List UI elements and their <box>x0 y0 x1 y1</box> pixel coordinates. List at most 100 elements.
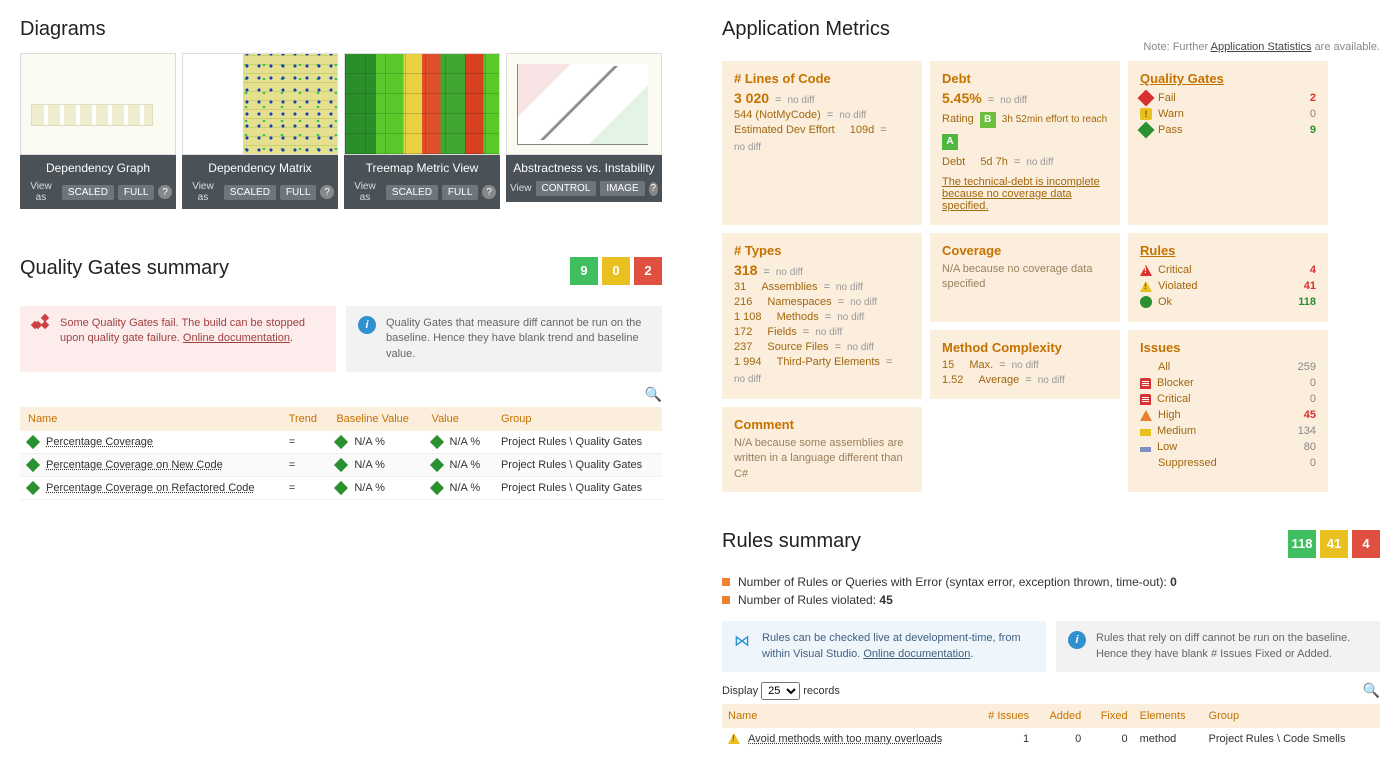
help-icon[interactable]: ? <box>649 182 658 196</box>
col-baseline[interactable]: Baseline Value <box>328 407 423 431</box>
rules-ok-badge[interactable]: 118 <box>1288 530 1316 558</box>
display-records-control: Display 25 records <box>722 682 840 700</box>
qg-summary-title: Quality Gates summary <box>20 257 229 280</box>
debt-card: Debt 5.45%=no diff Rating B 3h 52min eff… <box>930 61 1120 225</box>
types-card: # Types 318=no diff 31 Assemblies = no d… <box>722 233 922 399</box>
scaled-button[interactable]: SCALED <box>62 185 114 200</box>
col-issues[interactable]: # Issues <box>972 704 1035 728</box>
diagram-thumb-dependency-graph[interactable] <box>20 53 176 155</box>
quality-gates-link[interactable]: Quality Gates <box>1140 71 1316 86</box>
pass-icon <box>429 435 443 449</box>
fail-icon <box>1138 90 1155 107</box>
help-icon[interactable]: ? <box>158 185 172 199</box>
col-value[interactable]: Value <box>424 407 493 431</box>
metric-row[interactable]: High45 <box>1140 409 1316 421</box>
metric-row[interactable]: Pass9 <box>1140 124 1316 136</box>
diagram-thumb-treemap[interactable] <box>344 53 500 155</box>
rules-violated-count-row: Number of Rules violated: 45 <box>722 593 1380 607</box>
scaled-button[interactable]: SCALED <box>224 185 276 200</box>
metric-row[interactable]: Warn0 <box>1140 108 1316 120</box>
rules-critical-badge[interactable]: 4 <box>1352 530 1380 558</box>
metric-row[interactable]: Ok118 <box>1140 296 1316 308</box>
diagram-card: Treemap Metric View View as SCALED FULL … <box>344 53 500 209</box>
col-trend[interactable]: Trend <box>281 407 329 431</box>
rules-link[interactable]: Rules <box>1140 243 1316 258</box>
col-name[interactable]: Name <box>20 407 281 431</box>
view-as-label: View as <box>186 181 220 203</box>
col-elements[interactable]: Elements <box>1134 704 1203 728</box>
metrics-title: Application Metrics <box>722 18 890 41</box>
rules-error-count-row: Number of Rules or Queries with Error (s… <box>722 575 1380 589</box>
debt-title: Debt <box>942 71 1108 86</box>
loc-card: # Lines of Code 3 020=no diff 544 (NotMy… <box>722 61 922 225</box>
full-button[interactable]: FULL <box>442 185 478 200</box>
metric-row[interactable]: Violated41 <box>1140 280 1316 292</box>
quality-gates-card: Quality Gates Fail2 Warn0 Pass9 <box>1128 61 1328 225</box>
diagram-thumb-dependency-matrix[interactable] <box>182 53 338 155</box>
search-icon[interactable]: 🔍 <box>1363 682 1380 699</box>
diagram-thumb-abstractness[interactable] <box>506 53 662 155</box>
coverage-text: N/A because no coverage data specified <box>942 262 1108 293</box>
col-fixed[interactable]: Fixed <box>1087 704 1133 728</box>
app-stats-link[interactable]: Application Statistics <box>1211 41 1312 53</box>
metric-row[interactable]: Low80 <box>1140 441 1316 453</box>
types-value: 318 <box>734 262 757 278</box>
qg-fail-badge[interactable]: 2 <box>634 257 662 285</box>
scaled-button[interactable]: SCALED <box>386 185 438 200</box>
metric-row[interactable]: Critical0 <box>1140 393 1316 405</box>
full-button[interactable]: FULL <box>280 185 316 200</box>
debt-warning-link[interactable]: The technical-debt is incomplete because… <box>942 176 1108 212</box>
qg-warn-badge[interactable]: 0 <box>602 257 630 285</box>
view-label: View <box>510 183 532 194</box>
low-icon <box>1140 447 1151 452</box>
coverage-card: Coverage N/A because no coverage data sp… <box>930 233 1120 322</box>
bullet-icon <box>722 596 730 604</box>
viol-icon <box>1140 281 1152 292</box>
rules-violated-badge[interactable]: 41 <box>1320 530 1348 558</box>
col-group[interactable]: Group <box>493 407 662 431</box>
pass-icon <box>26 458 40 472</box>
rules-diff-info: Rules that rely on diff cannot be run on… <box>1056 621 1380 672</box>
rating-badge-a: A <box>942 134 958 150</box>
metric-row[interactable]: Suppressed0 <box>1140 457 1316 469</box>
online-docs-link[interactable]: Online documentation <box>183 332 290 344</box>
blocker-icon <box>1140 394 1151 405</box>
pass-icon <box>334 435 348 449</box>
help-icon[interactable]: ? <box>482 185 496 199</box>
records-select[interactable]: 25 <box>761 682 800 700</box>
diagram-title: Dependency Matrix <box>186 161 334 175</box>
full-button[interactable]: FULL <box>118 185 154 200</box>
metric-row[interactable]: Medium134 <box>1140 425 1316 437</box>
col-added[interactable]: Added <box>1035 704 1087 728</box>
pass-icon <box>334 458 348 472</box>
qg-table: Name Trend Baseline Value Value Group Pe… <box>20 407 662 500</box>
metric-row[interactable]: Blocker0 <box>1140 377 1316 389</box>
rules-summary-title: Rules summary <box>722 530 861 553</box>
image-button[interactable]: IMAGE <box>600 181 644 196</box>
metric-row[interactable]: Critical4 <box>1140 264 1316 276</box>
blocker-icon <box>1140 378 1151 389</box>
search-icon[interactable]: 🔍 <box>645 386 662 402</box>
table-row[interactable]: Avoid methods with too many overloads100… <box>722 728 1380 750</box>
table-row[interactable]: Percentage Coverage on New Code=N/A %N/A… <box>20 454 662 477</box>
info-icon <box>358 316 376 334</box>
notmycode-value: 544 (NotMyCode) <box>734 109 821 121</box>
bullet-icon <box>722 578 730 586</box>
metric-row[interactable]: Fail2 <box>1140 92 1316 104</box>
table-row[interactable]: Percentage Coverage on Refactored Code=N… <box>20 477 662 500</box>
ok-icon <box>1140 296 1152 308</box>
online-docs-link[interactable]: Online documentation <box>863 648 970 660</box>
control-button[interactable]: CONTROL <box>536 181 597 196</box>
help-icon[interactable]: ? <box>320 185 334 199</box>
comment-card: Comment N/A because some assemblies are … <box>722 407 922 492</box>
view-as-label: View as <box>348 181 382 203</box>
qg-badge-group: 9 0 2 <box>570 257 662 285</box>
qg-pass-badge[interactable]: 9 <box>570 257 598 285</box>
pass-icon <box>429 481 443 495</box>
table-row[interactable]: Percentage Coverage=N/A %N/A %Project Ru… <box>20 431 662 454</box>
rules-card: Rules Critical4 Violated41 Ok118 <box>1128 233 1328 322</box>
col-group[interactable]: Group <box>1203 704 1380 728</box>
rating-badge-b: B <box>980 112 996 128</box>
metric-row[interactable]: All259 <box>1140 361 1316 373</box>
col-name[interactable]: Name <box>722 704 972 728</box>
